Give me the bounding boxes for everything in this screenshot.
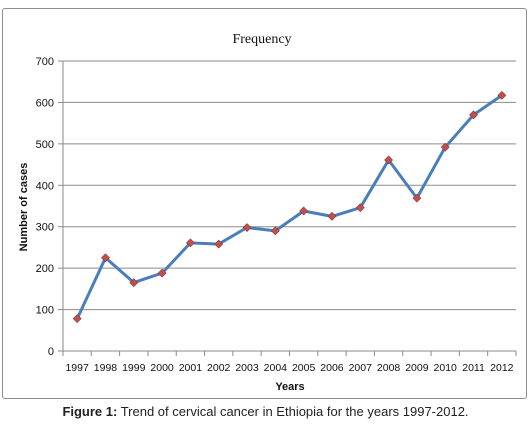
chart-frame [2,8,527,399]
data-point [384,155,394,165]
axes [58,60,517,356]
y-tick-label: 700 [36,56,54,68]
x-tick-label: 2006 [320,362,344,374]
x-tick-label: 2005 [292,362,316,374]
x-tick-label: 1997 [65,362,89,374]
x-tick-label: 2010 [434,362,458,374]
x-tick-label: 2002 [207,362,231,374]
caption-label: Figure 1: [62,404,118,419]
data-point [497,90,507,100]
x-tick-labels: 1997 1998 1999 2000 2001 2002 2003 2004 2005 2006… [65,362,513,374]
y-tick-label: 600 [36,97,54,109]
data-point [157,268,167,278]
y-tick-label: 500 [36,139,54,151]
y-tick-label: 100 [36,305,54,317]
figure-caption: Figure 1: Trend of cervical cancer in Et… [0,404,531,419]
data-point [101,253,110,263]
data-point [299,206,309,216]
x-axis-label: Years [275,381,304,393]
data-point [129,278,139,288]
data-point [469,110,478,120]
data-point [412,193,422,203]
chart-title: Frequency [232,32,291,47]
y-tick-label: 400 [36,180,54,192]
data-point [72,314,82,324]
y-tick-label: 0 [48,346,54,358]
x-tick-label: 2009 [405,362,429,374]
x-tick-label: 2008 [377,362,401,374]
x-tick-label: 1998 [94,362,118,374]
data-series [72,90,507,324]
data-point [185,238,195,248]
x-tick-label: 2000 [150,362,174,374]
x-tick-label: 2007 [349,362,373,374]
x-tick-label: 2003 [235,362,259,374]
data-point [242,223,252,232]
data-point [355,203,365,213]
y-tick-label: 200 [36,263,54,275]
data-point [327,211,337,221]
series-line [75,93,504,321]
y-tick-label: 300 [36,222,54,234]
y-tick-labels: 0 100 200 300 400 500 600 700 [36,56,54,358]
data-point [440,142,450,152]
x-tick-label: 2004 [264,362,288,374]
x-tick-label: 2012 [490,362,514,374]
x-tick-label: 2001 [179,362,203,374]
caption-text: Trend of cervical cancer in Ethiopia for… [117,404,469,419]
data-point [270,226,280,236]
y-axis-label: Number of cases [18,163,30,252]
data-point [214,239,224,249]
x-tick-label: 2011 [462,362,485,374]
grid-lines [63,60,516,311]
x-tick-label: 1999 [122,362,146,374]
